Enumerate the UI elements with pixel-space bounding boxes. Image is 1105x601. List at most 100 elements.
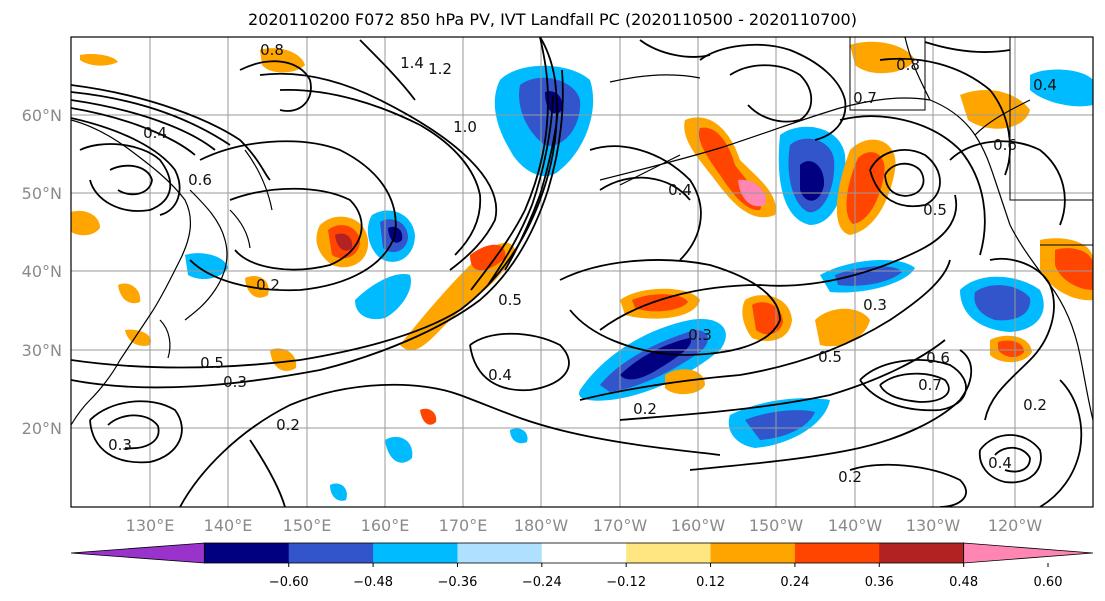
pv-blob <box>815 308 870 347</box>
colorbar-tick-label: −0.12 <box>606 575 646 590</box>
contour-label: 0.7 <box>918 376 942 394</box>
contour-line <box>71 91 231 146</box>
contour-label: 0.5 <box>818 348 842 366</box>
pv-blob <box>1030 69 1093 107</box>
contour-line <box>639 39 711 58</box>
pv-blob <box>260 48 305 73</box>
colorbar-tick-label: −0.48 <box>353 575 393 590</box>
contour-line <box>71 37 558 369</box>
colorbar-segment <box>710 543 796 563</box>
pv-blob <box>846 152 885 224</box>
contour-line <box>71 69 564 389</box>
coastline <box>619 154 681 186</box>
lon-label: 130°E <box>126 516 175 535</box>
contour-label: 0.6 <box>993 136 1017 154</box>
pv-blob <box>745 410 815 440</box>
pv-blob <box>752 302 783 335</box>
contour-line <box>984 257 1055 421</box>
coastlines <box>71 37 1093 426</box>
pv-blob <box>335 233 353 251</box>
lon-label: 150°E <box>283 516 332 535</box>
latitude-labels: 60°N 50°N 40°N 30°N 20°N <box>22 106 62 438</box>
contour-line <box>79 143 172 212</box>
pv-blob <box>974 285 1031 321</box>
contour-line <box>89 400 183 464</box>
contour-label: 1.0 <box>453 118 477 136</box>
contour-line <box>559 259 781 356</box>
lon-label: 170°E <box>439 516 488 535</box>
colorbar-tick-label: 0.12 <box>696 575 725 590</box>
lon-label: 170°W <box>593 516 648 535</box>
lat-label: 40°N <box>22 262 62 281</box>
pv-blob <box>80 53 118 66</box>
contour-label: 0.5 <box>923 201 947 219</box>
coastline <box>904 37 931 101</box>
pv-blob <box>800 161 825 201</box>
contour-labels: 0.81.4 1.21.00.40.60.20.50.30.60.50.80.70… <box>108 41 1057 486</box>
pv-blob <box>632 294 688 312</box>
contour-label: 0.2 <box>633 400 657 418</box>
contour-label: 0.3 <box>863 296 887 314</box>
contour-line <box>689 349 973 471</box>
pv-blob <box>185 253 228 280</box>
pv-blob <box>420 408 437 425</box>
colorbar-segment <box>373 543 458 563</box>
colorbar-segment <box>879 543 965 563</box>
colorbar-tick-label: −0.24 <box>522 575 562 590</box>
contour-label: 0.4 <box>488 366 512 384</box>
contour-line <box>599 194 958 331</box>
contour-line <box>359 39 416 101</box>
coastline <box>974 99 1031 136</box>
pv-blob <box>620 338 691 380</box>
lon-label: 180°W <box>514 516 569 535</box>
pv-blob <box>355 274 411 320</box>
contour-line <box>249 439 286 507</box>
contour-line <box>994 446 1031 473</box>
colorbar-tick-label: 0.48 <box>949 575 978 590</box>
contour-line <box>259 72 498 271</box>
colorbar-tick-label: 0.24 <box>780 575 809 590</box>
contour-line <box>487 94 554 286</box>
pv-blob <box>510 428 528 444</box>
contour-label: 0.2 <box>256 276 280 294</box>
contour-label: 0.3 <box>688 326 712 344</box>
contour-label: 0.5 <box>498 291 522 309</box>
colorbar: −0.60 −0.48 −0.36 −0.24 −0.12 0.12 0.24 0.36 0.4… <box>70 542 1094 590</box>
lon-label: 140°W <box>828 516 883 535</box>
contour-label: 1.4 <box>400 54 424 72</box>
pv-blob <box>245 275 269 298</box>
contour-line <box>239 60 312 112</box>
contour-line <box>599 176 691 201</box>
contour-label: 0.4 <box>668 181 692 199</box>
contour-line <box>859 359 967 412</box>
longitude-labels: 130°E 140°E 150°E 160°E 170°E 180°W 170°W 160°W… <box>126 516 1043 535</box>
map-title: 2020110200 F072 850 hPa PV, IVT Landfall… <box>248 10 857 29</box>
coastline <box>184 189 228 321</box>
pv-blob <box>470 244 506 271</box>
lon-label: 130°W <box>906 516 961 535</box>
colorbar-frame <box>203 542 965 564</box>
coastline <box>159 319 171 359</box>
pv-blob <box>850 41 915 74</box>
boundary-line <box>849 37 926 111</box>
graticule <box>71 37 1093 507</box>
contour-line <box>179 383 721 507</box>
contour-line <box>869 149 941 208</box>
contour-line <box>884 162 925 197</box>
lon-label: 150°W <box>749 516 804 535</box>
colorbar-segment <box>288 543 374 563</box>
contour-line <box>229 187 363 271</box>
colorbar-extend-low <box>70 542 205 564</box>
contour-line <box>279 88 482 256</box>
lat-label: 20°N <box>22 419 62 438</box>
contour-line <box>729 64 813 123</box>
colorbar-segment <box>794 543 880 563</box>
contour-line <box>504 109 559 271</box>
lat-label: 60°N <box>22 106 62 125</box>
contour-line <box>71 117 181 216</box>
contour-label: 0.4 <box>143 124 167 142</box>
contour-line <box>71 99 216 151</box>
colorbar-segment <box>204 543 290 563</box>
colorbar-tick-label: 0.36 <box>865 575 894 590</box>
pv-blob <box>385 436 413 463</box>
